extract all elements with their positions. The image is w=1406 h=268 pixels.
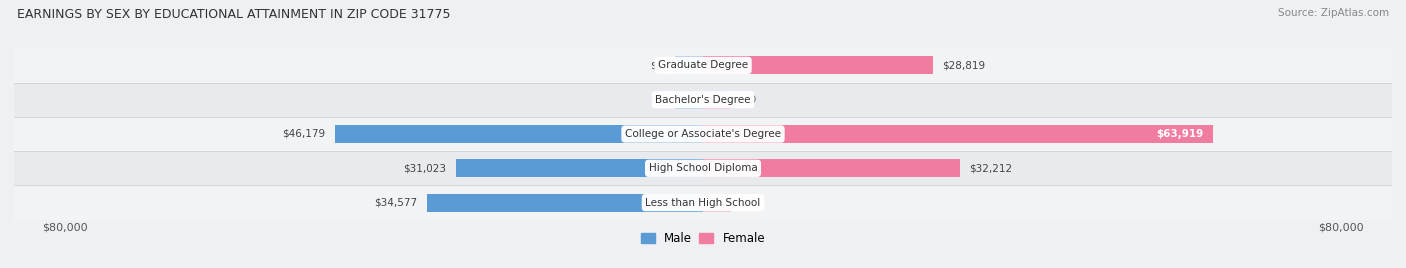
Bar xyxy=(675,91,703,109)
Text: EARNINGS BY SEX BY EDUCATIONAL ATTAINMENT IN ZIP CODE 31775: EARNINGS BY SEX BY EDUCATIONAL ATTAINMEN… xyxy=(17,8,450,21)
Text: College or Associate's Degree: College or Associate's Degree xyxy=(626,129,780,139)
Legend: Male, Female: Male, Female xyxy=(641,232,765,245)
Bar xyxy=(427,194,703,211)
Text: Graduate Degree: Graduate Degree xyxy=(658,60,748,70)
Text: High School Diploma: High School Diploma xyxy=(648,163,758,173)
Text: $46,179: $46,179 xyxy=(283,129,325,139)
Bar xyxy=(14,151,1392,185)
Bar xyxy=(14,185,1392,220)
Bar xyxy=(14,117,1392,151)
Text: $28,819: $28,819 xyxy=(942,60,986,70)
Bar xyxy=(703,57,932,74)
Text: $34,577: $34,577 xyxy=(374,198,418,208)
Text: $0: $0 xyxy=(650,95,664,105)
Bar xyxy=(14,48,1392,83)
Bar xyxy=(335,125,703,143)
Text: $32,212: $32,212 xyxy=(969,163,1012,173)
Text: $63,919: $63,919 xyxy=(1156,129,1204,139)
Bar xyxy=(675,57,703,74)
Text: $0: $0 xyxy=(742,198,756,208)
Text: Less than High School: Less than High School xyxy=(645,198,761,208)
Bar xyxy=(703,194,731,211)
Text: $0: $0 xyxy=(742,95,756,105)
Text: Source: ZipAtlas.com: Source: ZipAtlas.com xyxy=(1278,8,1389,18)
Bar xyxy=(14,83,1392,117)
Text: $0: $0 xyxy=(650,60,664,70)
Bar xyxy=(703,91,731,109)
Bar xyxy=(703,125,1213,143)
Bar xyxy=(456,159,703,177)
Bar xyxy=(703,159,960,177)
Text: Bachelor's Degree: Bachelor's Degree xyxy=(655,95,751,105)
Text: $31,023: $31,023 xyxy=(404,163,446,173)
